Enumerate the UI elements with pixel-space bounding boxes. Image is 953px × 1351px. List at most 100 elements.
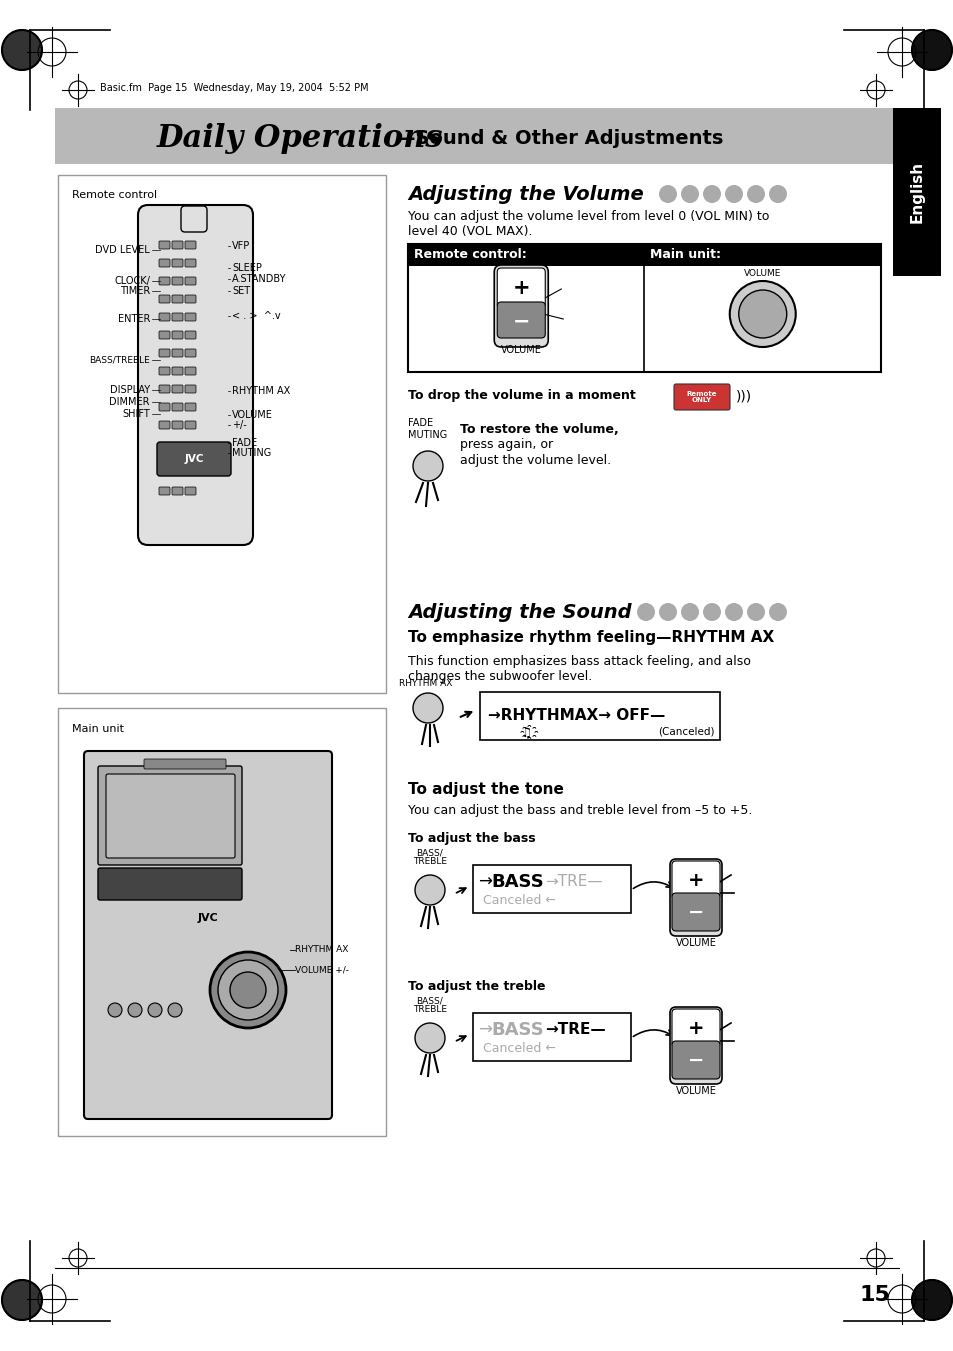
Circle shape: [148, 1002, 162, 1017]
Text: DISPLAY: DISPLAY: [110, 385, 150, 394]
Text: VOLUME: VOLUME: [232, 409, 273, 420]
FancyBboxPatch shape: [494, 265, 548, 347]
Circle shape: [128, 1002, 142, 1017]
Text: −: −: [687, 1051, 703, 1070]
FancyBboxPatch shape: [172, 295, 183, 303]
Text: Adjusting the Volume: Adjusting the Volume: [408, 185, 643, 204]
FancyBboxPatch shape: [157, 442, 231, 476]
FancyBboxPatch shape: [159, 422, 170, 430]
Text: English: English: [908, 161, 923, 223]
Text: VOLUME: VOLUME: [500, 345, 541, 355]
Text: RHYTHM AX: RHYTHM AX: [232, 386, 290, 396]
Text: Remote
ONLY: Remote ONLY: [686, 390, 717, 404]
Circle shape: [702, 185, 720, 203]
FancyBboxPatch shape: [172, 403, 183, 411]
FancyBboxPatch shape: [185, 486, 195, 494]
FancyBboxPatch shape: [185, 240, 195, 249]
Text: +: +: [687, 870, 703, 889]
Text: press again, or: press again, or: [459, 438, 553, 451]
FancyBboxPatch shape: [159, 313, 170, 322]
FancyBboxPatch shape: [84, 751, 332, 1119]
Text: Canceled ←: Canceled ←: [482, 893, 556, 907]
Text: +/-: +/-: [232, 420, 247, 430]
Text: TIMER: TIMER: [120, 286, 150, 296]
Text: BASS: BASS: [491, 1021, 543, 1039]
FancyBboxPatch shape: [185, 277, 195, 285]
Text: Basic.fm  Page 15  Wednesday, May 19, 2004  5:52 PM: Basic.fm Page 15 Wednesday, May 19, 2004…: [100, 82, 368, 93]
Circle shape: [2, 30, 42, 70]
FancyBboxPatch shape: [892, 108, 940, 276]
Circle shape: [659, 603, 677, 621]
Text: VOLUME +/-: VOLUME +/-: [294, 966, 349, 974]
FancyBboxPatch shape: [172, 277, 183, 285]
FancyBboxPatch shape: [159, 331, 170, 339]
Text: RHYTHM AX: RHYTHM AX: [294, 946, 348, 955]
FancyBboxPatch shape: [55, 108, 892, 163]
Circle shape: [2, 1279, 42, 1320]
Text: CLOCK/: CLOCK/: [114, 276, 150, 286]
Text: To drop the volume in a moment: To drop the volume in a moment: [408, 389, 635, 403]
FancyBboxPatch shape: [185, 422, 195, 430]
FancyBboxPatch shape: [106, 774, 234, 858]
Circle shape: [415, 1023, 444, 1052]
Text: Daily Operations: Daily Operations: [156, 123, 443, 154]
FancyBboxPatch shape: [185, 313, 195, 322]
FancyBboxPatch shape: [473, 865, 630, 913]
Text: ♫҈: ♫҈: [521, 725, 537, 740]
Text: You can adjust the volume level from level 0 (VOL MIN) to: You can adjust the volume level from lev…: [408, 209, 768, 223]
FancyBboxPatch shape: [408, 245, 880, 372]
FancyBboxPatch shape: [669, 859, 721, 936]
FancyBboxPatch shape: [172, 313, 183, 322]
Circle shape: [911, 1279, 951, 1320]
FancyBboxPatch shape: [172, 486, 183, 494]
Text: +: +: [512, 278, 530, 299]
Text: BASS/: BASS/: [416, 848, 443, 858]
Circle shape: [738, 290, 786, 338]
Text: VOLUME: VOLUME: [743, 269, 781, 278]
Text: −: −: [687, 902, 703, 921]
FancyBboxPatch shape: [497, 303, 545, 338]
Text: You can adjust the bass and treble level from –5 to +5.: You can adjust the bass and treble level…: [408, 804, 752, 817]
Circle shape: [210, 952, 286, 1028]
FancyBboxPatch shape: [172, 240, 183, 249]
FancyBboxPatch shape: [408, 245, 880, 266]
Text: < . >  ^.v: < . > ^.v: [232, 311, 280, 322]
Text: −: −: [512, 312, 530, 332]
Circle shape: [680, 185, 699, 203]
Text: This function emphasizes bass attack feeling, and also: This function emphasizes bass attack fee…: [408, 655, 750, 667]
FancyBboxPatch shape: [181, 205, 207, 232]
Text: changes the subwoofer level.: changes the subwoofer level.: [408, 670, 592, 684]
Text: SLEEP: SLEEP: [232, 263, 262, 273]
FancyBboxPatch shape: [671, 1009, 720, 1047]
FancyBboxPatch shape: [479, 692, 720, 740]
Circle shape: [729, 281, 795, 347]
FancyBboxPatch shape: [172, 367, 183, 376]
FancyBboxPatch shape: [159, 240, 170, 249]
Text: →TRE—: →TRE—: [544, 874, 602, 889]
Circle shape: [108, 1002, 122, 1017]
Text: VOLUME: VOLUME: [675, 938, 716, 948]
Text: —Sound & Other Adjustments: —Sound & Other Adjustments: [395, 130, 723, 149]
FancyBboxPatch shape: [172, 331, 183, 339]
Text: Remote control:: Remote control:: [414, 249, 526, 262]
Text: To restore the volume,: To restore the volume,: [459, 423, 618, 436]
Text: FADE: FADE: [232, 438, 257, 449]
FancyBboxPatch shape: [138, 205, 253, 544]
FancyBboxPatch shape: [172, 385, 183, 393]
Text: →: →: [477, 873, 492, 892]
FancyBboxPatch shape: [159, 385, 170, 393]
FancyBboxPatch shape: [497, 267, 545, 308]
Text: To adjust the bass: To adjust the bass: [408, 832, 535, 844]
FancyBboxPatch shape: [185, 259, 195, 267]
FancyBboxPatch shape: [159, 259, 170, 267]
Text: ))): ))): [735, 390, 751, 404]
FancyBboxPatch shape: [58, 708, 386, 1136]
Text: BASS/TREBLE: BASS/TREBLE: [90, 355, 150, 365]
FancyBboxPatch shape: [144, 759, 226, 769]
Circle shape: [724, 603, 742, 621]
Circle shape: [680, 603, 699, 621]
Text: Remote control: Remote control: [71, 190, 157, 200]
Text: 15: 15: [859, 1285, 889, 1305]
Circle shape: [413, 693, 442, 723]
Text: Main unit: Main unit: [71, 724, 124, 734]
